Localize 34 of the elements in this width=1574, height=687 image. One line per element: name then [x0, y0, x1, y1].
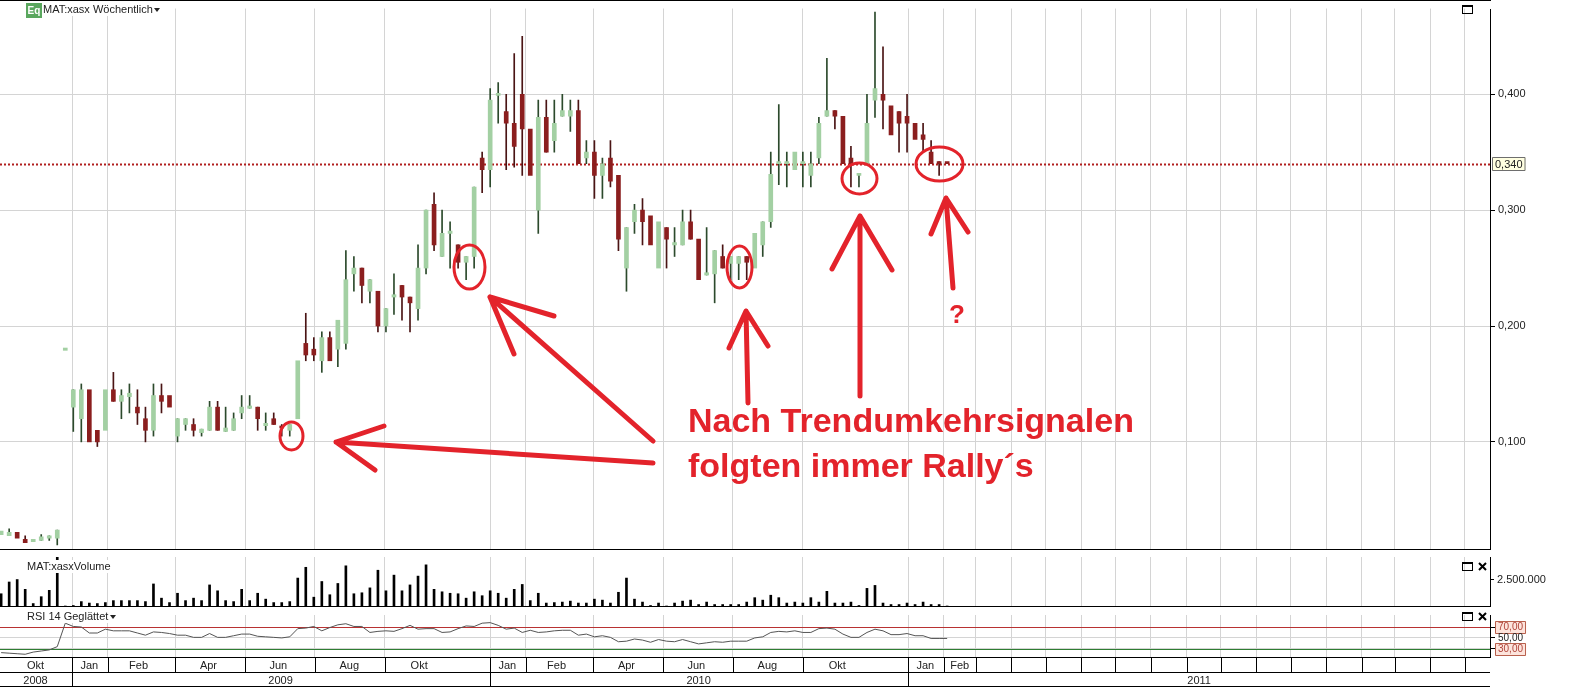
- x-tick-label: Okt: [26, 659, 45, 671]
- y-tick-label: 50,00: [1498, 631, 1524, 643]
- ref-line-label: 0,340: [1495, 157, 1523, 170]
- x-tick-label: Jan: [916, 659, 935, 671]
- badge-icon: Eq: [26, 3, 42, 18]
- x-tick-label: Jan: [80, 659, 99, 671]
- x-tick-label: Feb: [547, 659, 567, 671]
- chart-title: MAT:xasx Wöchentlich: [43, 3, 153, 15]
- x-tick-label: Jun: [269, 659, 288, 671]
- y-tick-label: 0,200: [1498, 319, 1526, 332]
- x2-tick-label: 2011: [1187, 674, 1211, 686]
- x-tick-label: Aug: [339, 659, 360, 671]
- x-tick-label: Jun: [687, 659, 706, 671]
- x-tick-label: Apr: [199, 659, 218, 671]
- x-tick-label: Feb: [950, 659, 970, 671]
- x-tick-label: Apr: [617, 659, 636, 671]
- x-tick-label: Okt: [410, 659, 428, 671]
- y-tick-label: 0,100: [1498, 434, 1526, 447]
- annotation: ?: [949, 299, 965, 329]
- annotation: Nach Trendumkehrsignalen folgten immer Rally´s: [688, 401, 1134, 484]
- x-tick-label: Aug: [757, 659, 778, 671]
- x-tick-label: Feb: [129, 659, 149, 671]
- x-tick-label: Jan: [498, 659, 517, 671]
- text: 2.500.000: [1497, 572, 1546, 585]
- x-tick-label: Okt: [828, 659, 846, 671]
- y-tick-label: 70,00: [1498, 620, 1524, 632]
- y-tick-label: 0,300: [1498, 203, 1526, 216]
- chart-title: RSI 14 Geglättet: [27, 610, 109, 622]
- x2-tick-label: 2009: [268, 674, 293, 686]
- y-tick-label: 30,00: [1498, 642, 1524, 654]
- x2-tick-label: 2010: [686, 674, 711, 686]
- chart-title: MAT:xasxVolume: [27, 560, 111, 572]
- x2-tick-label: 2008: [23, 674, 48, 686]
- y-tick-label: 0,400: [1498, 87, 1526, 100]
